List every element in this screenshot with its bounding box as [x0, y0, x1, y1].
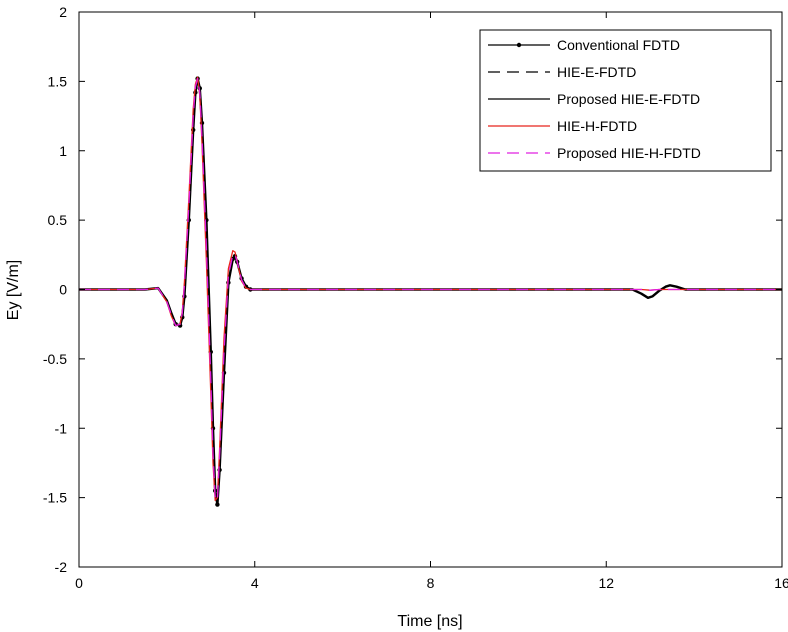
- y-tick-label: -1.5: [43, 490, 67, 506]
- legend-label: Conventional FDTD: [557, 37, 680, 53]
- series-layer: [79, 76, 782, 507]
- legend-label: HIE-E-FDTD: [557, 64, 636, 80]
- x-tick-label: 16: [774, 575, 788, 591]
- y-tick-label: 0.5: [48, 212, 68, 228]
- series-line: [79, 77, 782, 506]
- y-axis-title: Ey [V/m]: [5, 260, 22, 320]
- y-tick-label: 0: [59, 282, 67, 298]
- legend-marker: [516, 42, 522, 48]
- x-tick-label: 4: [251, 575, 259, 591]
- y-tick-label: 1: [59, 143, 67, 159]
- legend-label: HIE-H-FDTD: [557, 118, 637, 134]
- x-axis-title: Time [ns]: [397, 613, 462, 630]
- ticks-layer: 0 4 8 12 16 -2 -1.5 -1 -0.5 0 0.5 1 1.5 2: [43, 4, 788, 591]
- y-tick-label: -0.5: [43, 351, 67, 367]
- x-tick-label: 0: [75, 575, 83, 591]
- series-line: [79, 77, 782, 502]
- legend-label: Proposed HIE-E-FDTD: [557, 91, 700, 107]
- y-tick-label: -1: [55, 420, 68, 436]
- x-tick-label: 12: [598, 575, 614, 591]
- legend-box: [479, 29, 772, 172]
- legend-label: Proposed HIE-H-FDTD: [557, 145, 701, 161]
- y-tick-label: 2: [59, 4, 67, 20]
- y-tick-label: -2: [55, 559, 68, 575]
- legend: Conventional FDTD HIE-E-FDTD Proposed HIE-…: [479, 29, 772, 172]
- x-tick-label: 8: [427, 575, 435, 591]
- y-tick-label: 1.5: [48, 73, 68, 89]
